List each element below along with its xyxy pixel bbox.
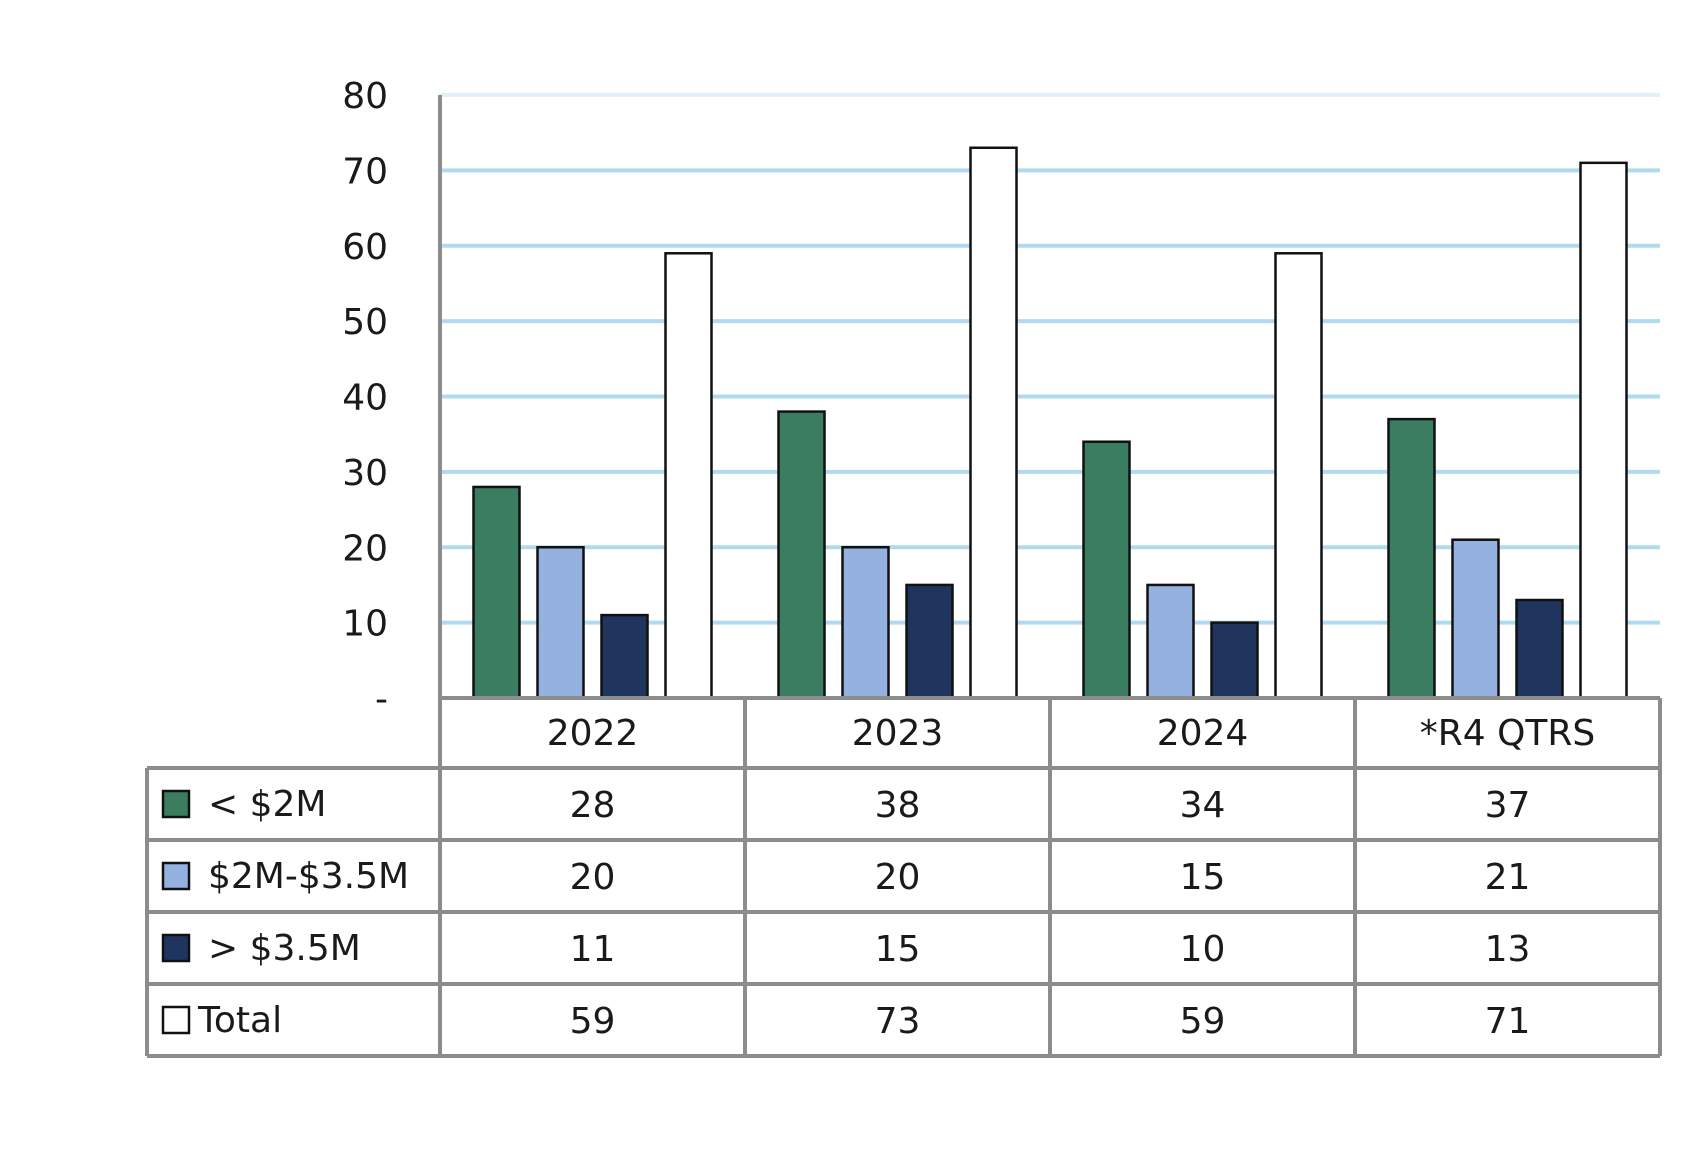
data-label: 13 [1485, 929, 1531, 970]
legend-swatch [161, 933, 191, 963]
y-tick-label: 20 [342, 528, 388, 569]
data-label: 21 [1485, 857, 1531, 898]
data-label: 10 [1180, 929, 1226, 970]
bar-4-4 [1579, 161, 1628, 700]
y-tick-label: - [375, 679, 388, 720]
series-name: > $3.5M [208, 928, 361, 969]
data-label: 20 [875, 857, 921, 898]
y-tick-label: 30 [342, 453, 388, 494]
data-label: 28 [570, 785, 616, 826]
y-tick-label: 50 [342, 302, 388, 343]
data-label: 38 [875, 785, 921, 826]
series-name: $2M-$3.5M [208, 856, 409, 897]
legend-swatch [161, 861, 191, 891]
bar-2-4 [1451, 538, 1500, 700]
data-label: 11 [570, 929, 616, 970]
data-label: 37 [1485, 785, 1531, 826]
data-table: 2022 2023 2024 *R4 QTRS < $2M 28 38 34 37 $2M-$3.… [145, 696, 1662, 1058]
bars [472, 146, 1628, 700]
category-label: 2022 [547, 713, 639, 754]
bar-2-1 [536, 546, 585, 700]
data-label: 59 [570, 1001, 616, 1042]
category-label: 2024 [1157, 713, 1249, 754]
gridlines [438, 93, 1660, 698]
legend-swatch [161, 1005, 191, 1035]
data-label: 15 [1180, 857, 1226, 898]
y-tick-label: 70 [342, 151, 388, 192]
bar-4-3 [1274, 252, 1323, 700]
data-label: 59 [1180, 1001, 1226, 1042]
bar-3-2 [905, 583, 954, 700]
bar-1-4 [1387, 417, 1436, 700]
legend-swatch [161, 789, 191, 819]
y-tick-label: 60 [342, 227, 388, 268]
data-label: 73 [875, 1001, 921, 1042]
data-label: 15 [875, 929, 921, 970]
y-tick-label: 80 [342, 76, 388, 117]
category-label: *R4 QTRS [1420, 713, 1596, 754]
bar-1-3 [1082, 440, 1131, 700]
y-axis-tick-labels: - 10 20 30 40 50 60 70 80 [342, 76, 388, 720]
series-name: < $2M [208, 784, 326, 825]
data-label: 20 [570, 857, 616, 898]
y-tick-label: 10 [342, 604, 388, 645]
data-label: 34 [1180, 785, 1226, 826]
category-label: 2023 [852, 713, 944, 754]
bar-1-2 [777, 410, 826, 700]
bar-1-1 [472, 485, 521, 700]
bar-2-3 [1146, 583, 1195, 700]
bar-3-3 [1210, 621, 1259, 700]
bar-3-4 [1515, 598, 1564, 700]
bar-3-1 [600, 613, 649, 700]
data-label: 71 [1485, 1001, 1531, 1042]
bar-2-2 [841, 546, 890, 700]
bar-4-1 [664, 252, 713, 700]
series-name: Total [197, 1000, 282, 1041]
bar-4-2 [969, 146, 1018, 700]
y-tick-label: 40 [342, 378, 388, 419]
